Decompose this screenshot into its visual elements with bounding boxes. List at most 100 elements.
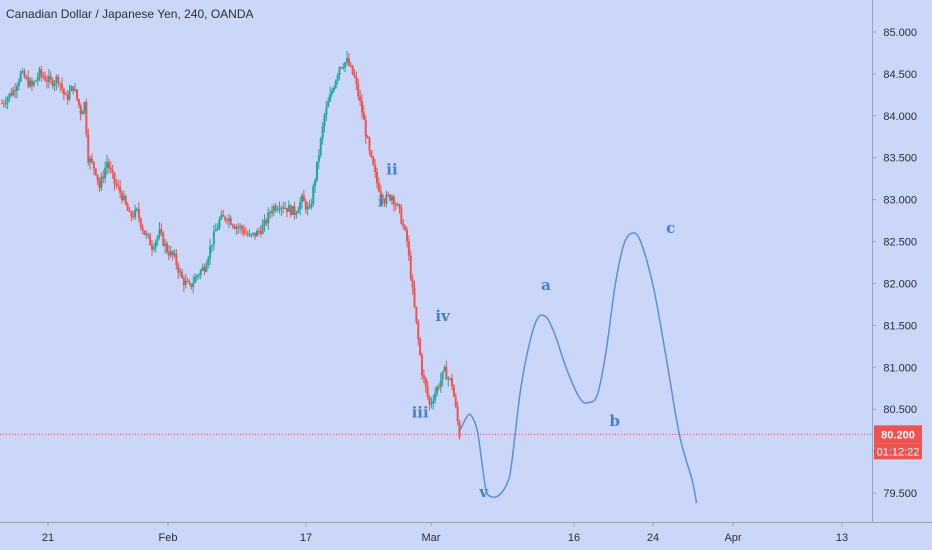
candle — [379, 184, 382, 200]
candle-body — [319, 138, 322, 156]
candle — [389, 194, 392, 202]
x-tick-label: 16 — [568, 532, 580, 544]
candle — [81, 109, 84, 115]
candle-body — [321, 126, 324, 139]
time-axis[interactable]: 21 Feb 17 Mar 16 24 Apr 13 — [42, 522, 848, 544]
candle — [62, 88, 65, 101]
price-axis[interactable]: 85.000 84.500 84.000 83.500 83.000 82.500 82.0… — [872, 27, 922, 500]
candle-body — [235, 226, 238, 229]
candle — [77, 98, 80, 109]
candle — [421, 352, 423, 380]
candle-body — [8, 93, 11, 98]
candle-body — [310, 203, 313, 208]
candle-body — [422, 375, 425, 378]
candle — [357, 78, 360, 101]
candle — [137, 202, 140, 223]
candle — [197, 273, 200, 280]
candle-body — [194, 277, 197, 283]
candle-body — [147, 233, 150, 236]
candle — [331, 87, 333, 97]
candle — [16, 82, 18, 99]
candle-body — [169, 251, 172, 256]
candle — [415, 306, 418, 325]
candle — [265, 217, 268, 227]
candle-body — [149, 235, 152, 246]
candle-body — [182, 278, 185, 285]
candle-body — [49, 76, 52, 80]
candle — [246, 230, 249, 237]
candle — [250, 233, 253, 238]
candle-body — [441, 371, 444, 381]
candle — [203, 263, 206, 276]
candle — [145, 230, 148, 240]
candle-body — [342, 67, 345, 69]
candle — [186, 277, 189, 283]
y-tick-label: 82.000 — [883, 278, 917, 290]
candle — [107, 158, 110, 174]
candle-body — [419, 339, 422, 356]
candle-body — [12, 90, 15, 96]
candle — [177, 262, 180, 279]
candle — [317, 149, 320, 170]
candle — [66, 89, 69, 105]
candle-body — [32, 81, 35, 86]
candle-body — [136, 208, 138, 210]
candle — [432, 394, 435, 410]
candle-body — [38, 69, 41, 78]
candle — [387, 191, 390, 198]
candle — [17, 78, 20, 91]
candle-body — [19, 72, 22, 82]
candle-body — [51, 79, 54, 87]
candle — [126, 201, 129, 212]
candle — [456, 401, 459, 426]
candle — [175, 249, 178, 270]
candle — [51, 77, 54, 89]
candle-body — [413, 287, 416, 307]
candle-body — [272, 206, 275, 212]
candle-body — [314, 180, 317, 187]
candle-body — [239, 226, 242, 228]
candle-body — [282, 207, 285, 209]
candle-body — [267, 212, 270, 224]
candle — [64, 92, 67, 96]
wave-label-i: i — [378, 192, 384, 210]
candle-body — [29, 80, 32, 87]
candle — [332, 85, 335, 93]
candle — [173, 249, 176, 258]
candle — [76, 89, 78, 102]
candle-body — [396, 204, 399, 206]
candle-body — [203, 267, 206, 272]
candle-body — [244, 233, 247, 235]
candle-body — [143, 230, 146, 235]
candle — [57, 74, 60, 88]
candle-body — [349, 65, 352, 67]
candle-body — [160, 229, 163, 233]
candle — [361, 94, 363, 119]
candle-body — [77, 99, 80, 106]
candle-body — [263, 220, 266, 225]
candle-body — [96, 174, 99, 181]
candle-body — [295, 212, 298, 215]
candle — [430, 397, 433, 409]
candle — [271, 205, 273, 218]
candle — [314, 177, 317, 194]
candle-body — [332, 87, 335, 91]
candle — [392, 194, 395, 212]
candle-body — [175, 253, 178, 266]
candle-body — [437, 386, 440, 388]
x-tick-label: 17 — [300, 532, 312, 544]
x-tick-label: 21 — [42, 532, 54, 544]
candle-body — [379, 191, 382, 195]
candle — [31, 77, 33, 92]
candle — [149, 232, 152, 246]
candle-body — [334, 80, 337, 88]
candle-body — [179, 271, 182, 273]
candle-body — [454, 396, 457, 407]
candle-body — [192, 282, 195, 288]
candle — [351, 65, 354, 76]
candle — [85, 98, 88, 138]
candle — [441, 371, 444, 387]
candle-body — [76, 89, 78, 100]
